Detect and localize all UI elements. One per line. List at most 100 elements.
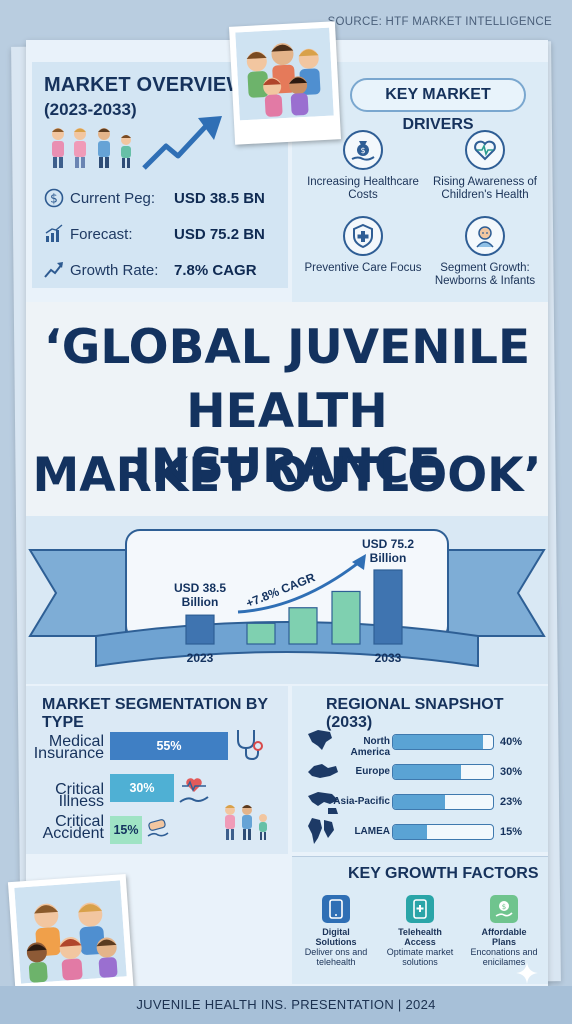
growth-arrow-icon (142, 116, 222, 170)
cagr-arrow (237, 558, 363, 614)
svg-text:$: $ (360, 146, 365, 155)
seg-label-line: Critical Illness (55, 781, 104, 810)
seg-bar-medical: 55% (110, 732, 228, 760)
seg-label-critical-illness: Critical Illness (30, 781, 104, 810)
driver-label: Increasing Healthcare Costs (307, 176, 419, 201)
bandage-hand-icon (147, 819, 169, 837)
growth-bar (185, 614, 215, 645)
seg-label-critical-accident: Critical Accident (30, 813, 104, 842)
factor-name: Telehealth (398, 927, 442, 937)
region-pct: 15% (500, 826, 523, 838)
region-pct: 40% (500, 736, 523, 748)
factor-desc: Optimate market (386, 947, 454, 957)
headline-block: ‘GLOBAL JUVENILE HEALTH INSURANCE MARKET… (26, 302, 548, 516)
driver-awareness: Rising Awareness of Children's Health (426, 130, 544, 202)
end-unit-label: Billion (370, 551, 407, 565)
coin-hand-icon: $ (490, 895, 518, 923)
start-unit-label: Billion (182, 595, 219, 609)
stat-current: $ Current Peg: USD 38.5 BN (44, 188, 265, 208)
end-year-label: 2033 (375, 651, 402, 665)
region-bar-fill (393, 825, 427, 839)
factor-name: Plans (491, 937, 516, 947)
driver-segment-growth: Segment Growth: Newborns & Infants (426, 216, 544, 288)
heart-pulse-icon (465, 130, 505, 170)
seg-bar-critical-accident: 15% (110, 816, 142, 844)
headline-line-1: ‘GLOBAL JUVENILE (43, 320, 531, 375)
regional-panel: REGIONAL SNAPSHOT (2033) North America 4… (292, 686, 548, 852)
factor-name: Affordable (481, 927, 527, 937)
ribbon-left-end (28, 549, 127, 637)
segmentation-panel: MARKET SEGMENTATION BY TYPE Medical Insu… (26, 686, 288, 854)
factor-name: Solutions (315, 937, 357, 947)
driver-healthcare-costs: $ Increasing Healthcare Costs (304, 130, 422, 202)
family-photo (228, 21, 342, 145)
sparkle-icon (516, 962, 538, 984)
factor-telehealth: Telehealth Access Optimate market soluti… (384, 895, 456, 967)
region-pct: 23% (500, 796, 523, 808)
growth-bar (373, 569, 403, 645)
stat-value: USD 38.5 BN (174, 189, 265, 207)
driver-label: Preventive Care Focus (304, 262, 422, 274)
region-label: Asia-Pacific (333, 796, 390, 807)
lamea-map-icon (308, 818, 334, 844)
factors-title: KEY GROWTH FACTORS (348, 865, 539, 882)
family-icon (225, 805, 267, 840)
footer-bar: JUVENILE HEALTH INS. PRESENTATION | 2024 (0, 986, 572, 1024)
stat-forecast: Forecast: USD 75.2 BN (44, 224, 265, 244)
source-credit: SOURCE: HTF MARKET INTELLIGENCE (327, 16, 552, 28)
smiling-children-image (235, 27, 334, 121)
seg-label-medical: Medical Insurance (30, 734, 104, 762)
bar-chart-icon (44, 224, 64, 244)
growth-bar (288, 607, 318, 645)
headline-line-2: HEALTH INSURANCE (133, 384, 441, 494)
cagr-arrowhead (352, 554, 366, 570)
growth-factors-panel: KEY GROWTH FACTORS Digital Solutions Del… (292, 856, 548, 984)
growth-banner-svg: USD 38.5 Billion USD 75.2 Billion +7.8% … (28, 529, 546, 668)
children-photo (7, 874, 135, 1004)
dollar-icon: $ (44, 188, 64, 208)
region-bar-fill (393, 795, 445, 809)
end-value-label: USD 75.2 (362, 537, 414, 551)
money-bag-hand-icon: $ (343, 130, 383, 170)
children-illustration-icon (52, 128, 131, 168)
seg-label-line: Accident (42, 825, 104, 842)
region-bar-fill (393, 735, 483, 749)
region-bar-track (392, 794, 494, 810)
driver-label: Rising Awareness of Children's Health (433, 176, 537, 201)
stethoscope-icon (237, 730, 263, 761)
region-pct: 30% (500, 766, 523, 778)
factor-desc: enicilames (482, 957, 526, 967)
factor-desc: solutions (402, 957, 438, 967)
svg-text:$: $ (502, 903, 506, 911)
factor-affordable: $ Affordable Plans Enconations and enici… (468, 895, 540, 967)
overview-title: MARKET OVERVIEW (44, 74, 246, 96)
smiling-children-image (14, 880, 127, 984)
seg-label-line: Critical (55, 813, 104, 830)
phone-medical-icon (406, 895, 434, 923)
start-value-label: USD 38.5 (174, 581, 226, 595)
north-america-map-icon (308, 730, 332, 750)
region-label: LAMEA (354, 826, 390, 837)
growth-bar (331, 590, 361, 645)
factor-desc: Enconations and (470, 947, 538, 957)
region-label: Europe (355, 766, 390, 777)
growth-banner-panel: USD 38.5 Billion USD 75.2 Billion +7.8% … (26, 516, 548, 684)
growth-bar (246, 622, 276, 645)
headline-line-3: MARKET OUTLOOK’ (32, 448, 542, 503)
stat-value: USD 75.2 BN (174, 225, 265, 243)
region-label: North America (350, 736, 390, 758)
start-year-label: 2023 (187, 651, 214, 665)
tablet-icon (322, 895, 350, 923)
factor-name: Digital (322, 927, 350, 937)
seg-pct: 55% (156, 739, 182, 753)
region-bar-track (392, 734, 494, 750)
overview-period: (2023-2033) (44, 100, 137, 119)
stat-value: 7.8% CAGR (174, 261, 257, 279)
drivers-title: KEY MARKET DRIVERS (350, 78, 526, 133)
factor-desc: telehealth (316, 957, 356, 967)
seg-pct: 15% (113, 823, 139, 837)
footer-text: JUVENILE HEALTH INS. PRESENTATION | 2024 (136, 997, 436, 1012)
region-bar-track (392, 824, 494, 840)
driver-preventive-care: Preventive Care Focus (304, 216, 422, 275)
stat-growth: Growth Rate: 7.8% CAGR (44, 260, 257, 280)
